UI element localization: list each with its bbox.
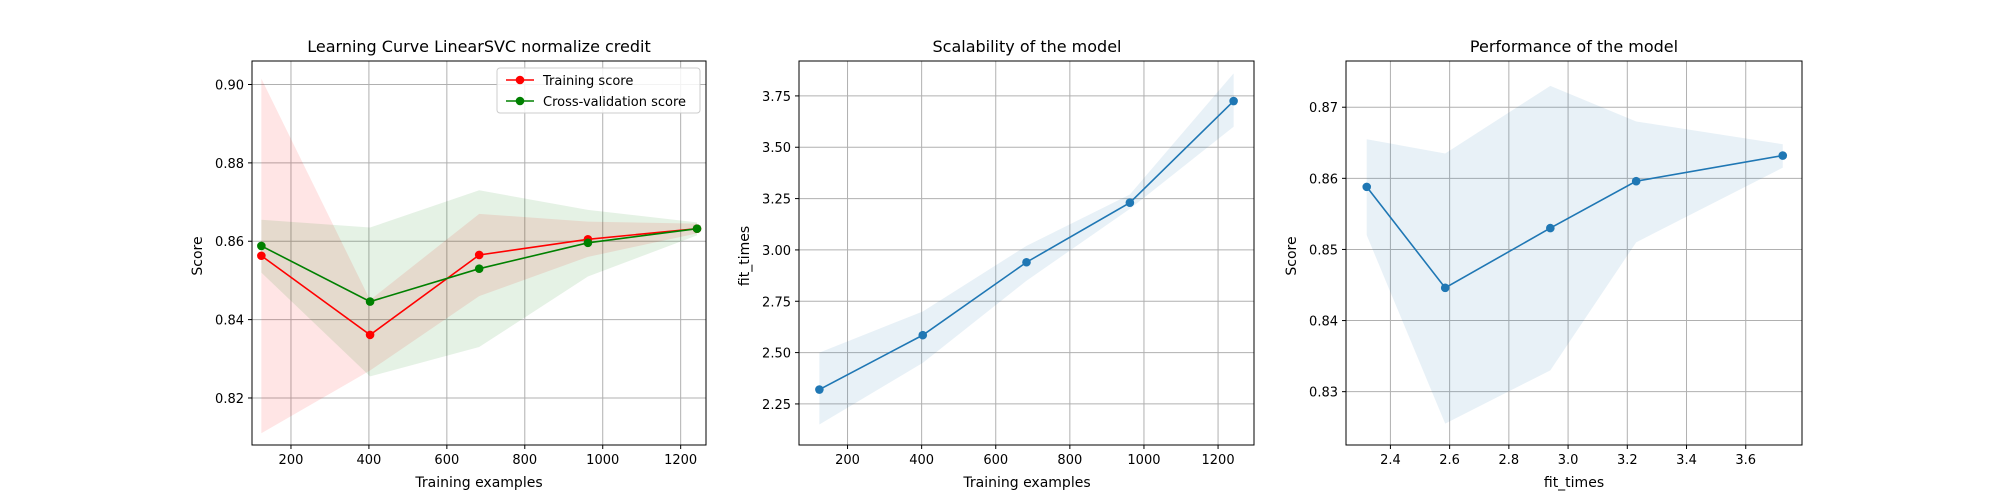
y-tick-label: 3.75 (762, 90, 791, 105)
y-axis-label: Score (1284, 236, 1300, 275)
y-tick-label: 0.82 (215, 392, 244, 407)
x-tick-label: 3.6 (1735, 453, 1756, 468)
chart-title: Learning Curve LinearSVC normalize credi… (307, 37, 651, 56)
x-tick-label: 600 (434, 453, 459, 468)
data-point (1546, 223, 1555, 233)
x-tick-label: 1000 (1127, 453, 1160, 468)
y-tick-label: 0.85 (1309, 243, 1338, 258)
x-tick-label: 1000 (586, 453, 619, 468)
y-axis-label: fit_times (737, 226, 753, 286)
y-tick-label: 2.50 (762, 347, 791, 362)
chart-scalability: Scalability of the model Training exampl… (737, 37, 1255, 491)
chart-title: Scalability of the model (933, 37, 1122, 56)
plot-frame (1345, 60, 1803, 446)
chart-learning-curve: Learning Curve LinearSVC normalize credi… (190, 37, 707, 491)
data-point (583, 238, 593, 248)
data-point (1229, 96, 1238, 106)
y-tick-label: 2.75 (762, 295, 791, 310)
y-tick-label: 3.25 (762, 193, 791, 208)
x-axis-label: Training examples (962, 475, 1090, 491)
y-tick-label: 0.87 (1309, 101, 1338, 116)
legend-label: Training score (542, 74, 633, 89)
y-axis-label: Score (190, 236, 206, 275)
y-tick-label: 3.00 (762, 244, 791, 259)
data-point (1631, 176, 1641, 186)
y-tick-label: 0.88 (215, 157, 244, 172)
plot-frame (251, 60, 707, 446)
x-tick-label: 600 (983, 453, 1008, 468)
y-tick-label: 0.84 (215, 314, 244, 329)
legend-label: Cross-validation score (543, 95, 686, 110)
data-point (918, 330, 928, 340)
data-point (474, 250, 484, 260)
data-point (692, 224, 702, 234)
data-point (1440, 283, 1450, 293)
x-tick-label: 800 (512, 453, 537, 468)
plot-frame (798, 60, 1255, 446)
data-point (365, 297, 375, 306)
x-tick-label: 3.0 (1558, 453, 1579, 468)
x-tick-label: 2.4 (1380, 453, 1401, 468)
data-point (257, 251, 266, 261)
x-tick-label: 400 (356, 453, 381, 468)
data-point (1125, 198, 1135, 207)
data-point (1362, 182, 1372, 192)
x-tick-label: 2.8 (1499, 453, 1520, 468)
legend: Training score Cross-validation score (496, 67, 701, 114)
y-tick-label: 0.90 (215, 79, 244, 94)
x-axis-label: fit_times (1544, 475, 1604, 491)
y-tick-label: 0.83 (1309, 386, 1338, 401)
x-tick-label: 3.2 (1617, 453, 1638, 468)
data-point (365, 330, 375, 340)
std-band (1366, 85, 1783, 424)
data-point (474, 264, 484, 273)
y-tick-label: 2.25 (762, 398, 791, 413)
data-point (1778, 151, 1788, 160)
y-tick-label: 0.86 (1309, 172, 1338, 187)
x-tick-label: 200 (835, 453, 860, 468)
x-tick-label: 1200 (664, 453, 697, 468)
x-tick-label: 3.4 (1676, 453, 1697, 468)
chart-title: Performance of the model (1470, 37, 1678, 56)
y-tick-label: 0.86 (215, 235, 244, 250)
data-point (1022, 257, 1031, 267)
x-axis-label: Training examples (414, 475, 542, 491)
data-point (257, 241, 266, 251)
data-point (815, 385, 824, 394)
legend-box (496, 67, 701, 114)
legend-marker (515, 96, 525, 106)
y-tick-label: 3.50 (762, 141, 791, 156)
legend-marker (515, 75, 525, 85)
x-tick-label: 2.6 (1439, 453, 1460, 468)
y-tick-label: 0.84 (1309, 315, 1338, 330)
x-tick-label: 1200 (1202, 453, 1235, 468)
x-tick-label: 800 (1057, 453, 1082, 468)
x-tick-label: 400 (909, 453, 934, 468)
chart-performance: Performance of the model fit_times Score… (1284, 37, 1803, 491)
x-tick-label: 200 (279, 453, 304, 468)
